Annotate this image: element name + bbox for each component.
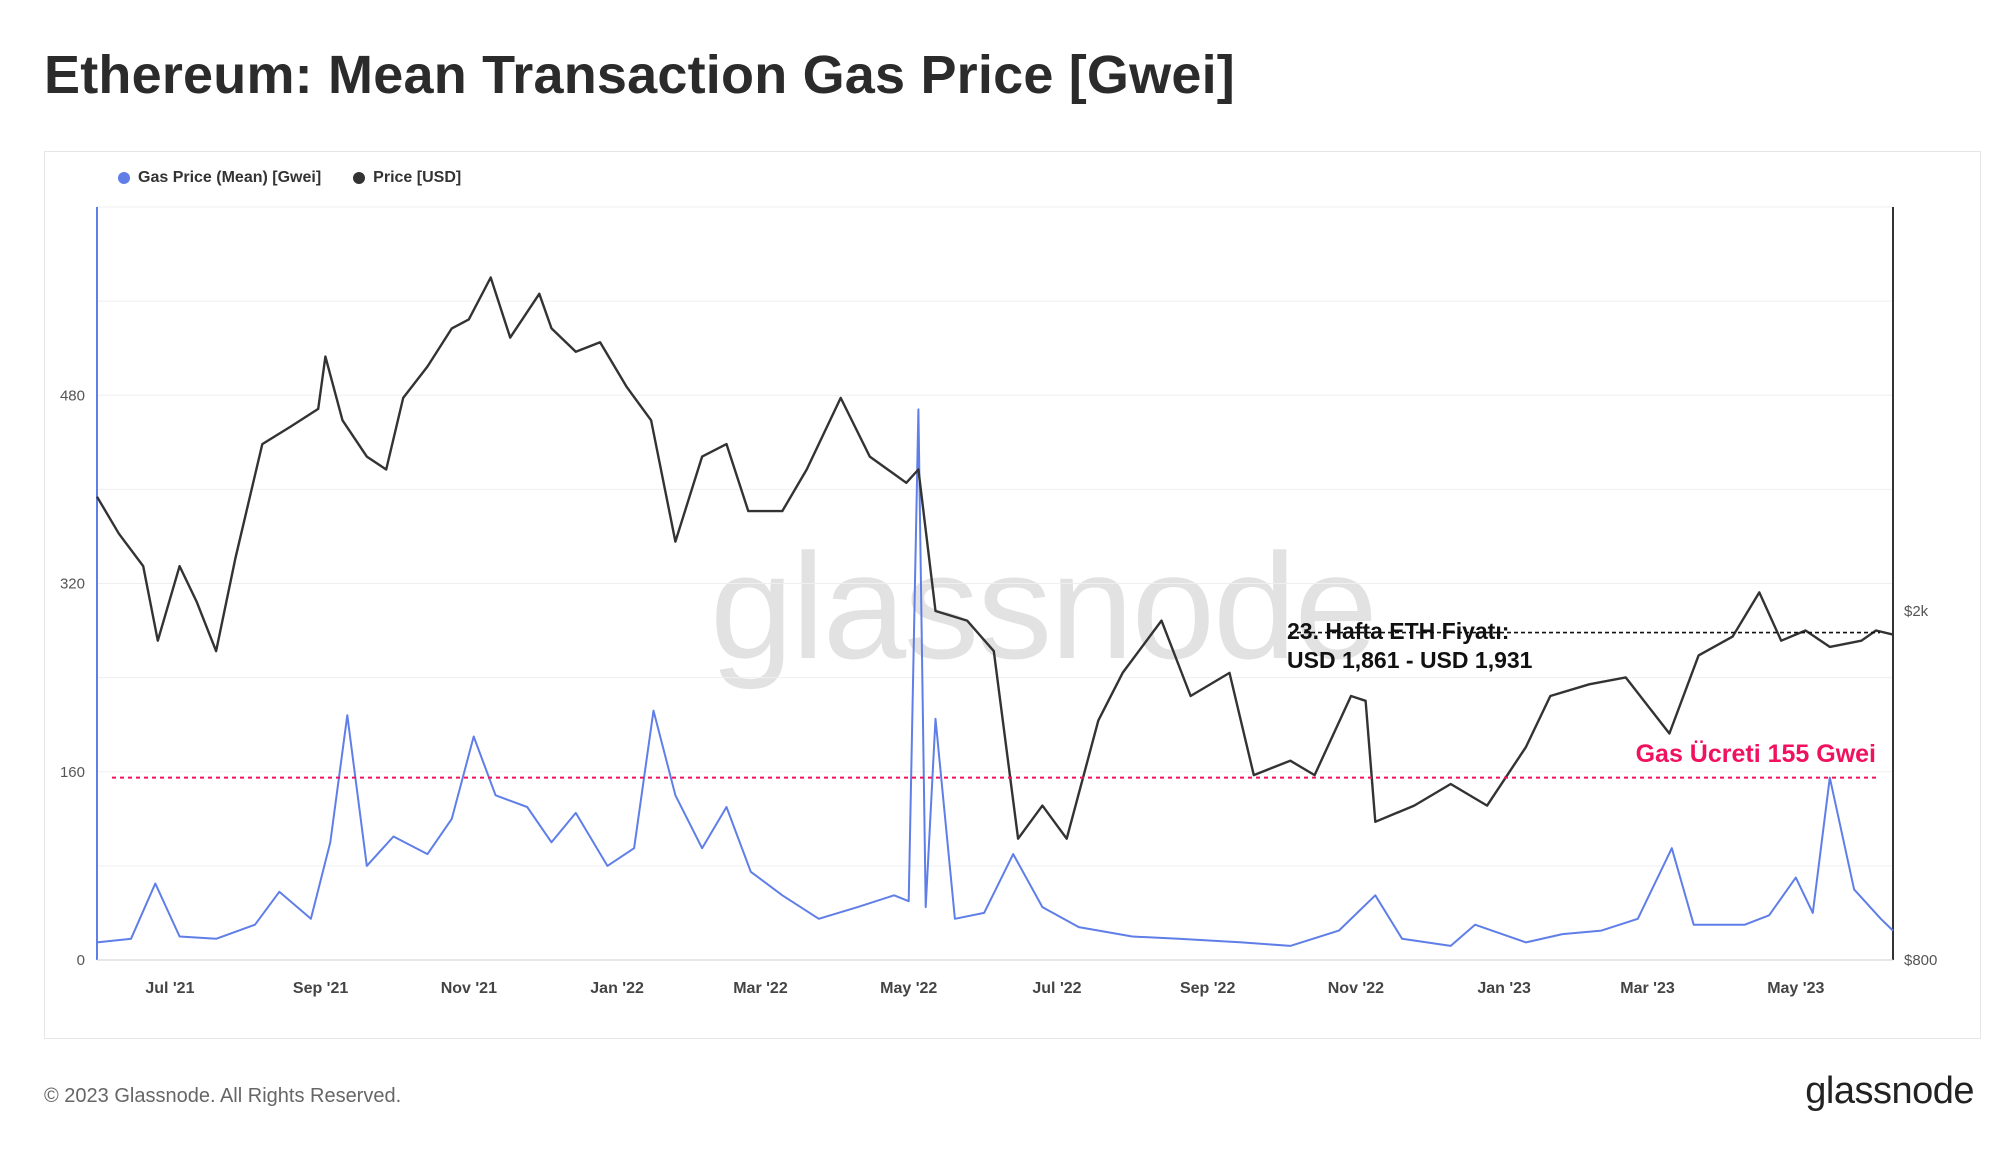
- chart-panel: [44, 151, 1981, 1039]
- x-tick-label: Nov '21: [441, 980, 497, 997]
- y-right-tick-label: $2k: [1904, 603, 1929, 620]
- gas-price-series-line: [96, 408, 1894, 947]
- x-tick-label: Jul '22: [1032, 980, 1081, 997]
- grid-lines: [97, 206, 1893, 961]
- chart-legend: Gas Price (Mean) [Gwei] Price [USD]: [118, 169, 461, 187]
- legend-dot-price: [353, 172, 366, 184]
- y-left-tick-label: 160: [60, 764, 85, 781]
- legend-item-price[interactable]: Price [USD]: [353, 169, 461, 187]
- eth-price-series-line: [95, 276, 1894, 840]
- x-tick-label: Jul '21: [145, 980, 194, 997]
- legend-label-price: Price [USD]: [373, 169, 462, 186]
- x-tick-label: May '23: [1767, 980, 1824, 997]
- x-tick-label: Mar '22: [733, 980, 788, 997]
- gas-fee-annotation: Gas Ücreti 155 Gwei: [1635, 740, 1876, 768]
- x-tick-label: Nov '22: [1328, 980, 1384, 997]
- x-axis-labels: Jul '21 Sep '21 Nov '21 Jan '22 Mar '22 May '…: [145, 980, 1824, 997]
- series-lines: [95, 276, 1894, 947]
- legend-label-gas: Gas Price (Mean) [Gwei]: [138, 169, 322, 186]
- x-tick-label: Sep '21: [293, 980, 348, 997]
- y-left-tick-label: 320: [60, 576, 85, 593]
- x-tick-label: Jan '22: [590, 980, 644, 997]
- y-axis-labels: 0 160 320 480 $800 $2k: [60, 387, 1937, 969]
- copyright-footer: © 2023 Glassnode. All Rights Reserved.: [44, 1085, 402, 1107]
- page-title: Ethereum: Mean Transaction Gas Price [Gw…: [44, 45, 1235, 105]
- week-price-line1: 23. Hafta ETH Fiyatı:: [1287, 618, 1510, 644]
- y-right-tick-label: $800: [1904, 952, 1937, 969]
- week-price-line2: USD 1,861 - USD 1,931: [1287, 647, 1533, 673]
- legend-item-gas[interactable]: Gas Price (Mean) [Gwei]: [118, 169, 321, 187]
- brand-logo: glassnode: [1805, 1070, 1974, 1112]
- x-tick-label: Mar '23: [1620, 980, 1675, 997]
- x-tick-label: May '22: [880, 980, 937, 997]
- x-tick-label: Sep '22: [1180, 980, 1235, 997]
- x-tick-label: Jan '23: [1477, 980, 1531, 997]
- axes: [96, 207, 1894, 961]
- reference-lines: [112, 631, 1880, 779]
- y-left-tick-label: 0: [77, 952, 85, 969]
- legend-dot-gas: [118, 172, 130, 184]
- week-price-annotation: 23. Hafta ETH Fiyatı: USD 1,861 - USD 1,…: [1287, 617, 1532, 675]
- watermark-logo: glassnode: [710, 522, 1378, 690]
- y-left-tick-label: 480: [60, 387, 85, 404]
